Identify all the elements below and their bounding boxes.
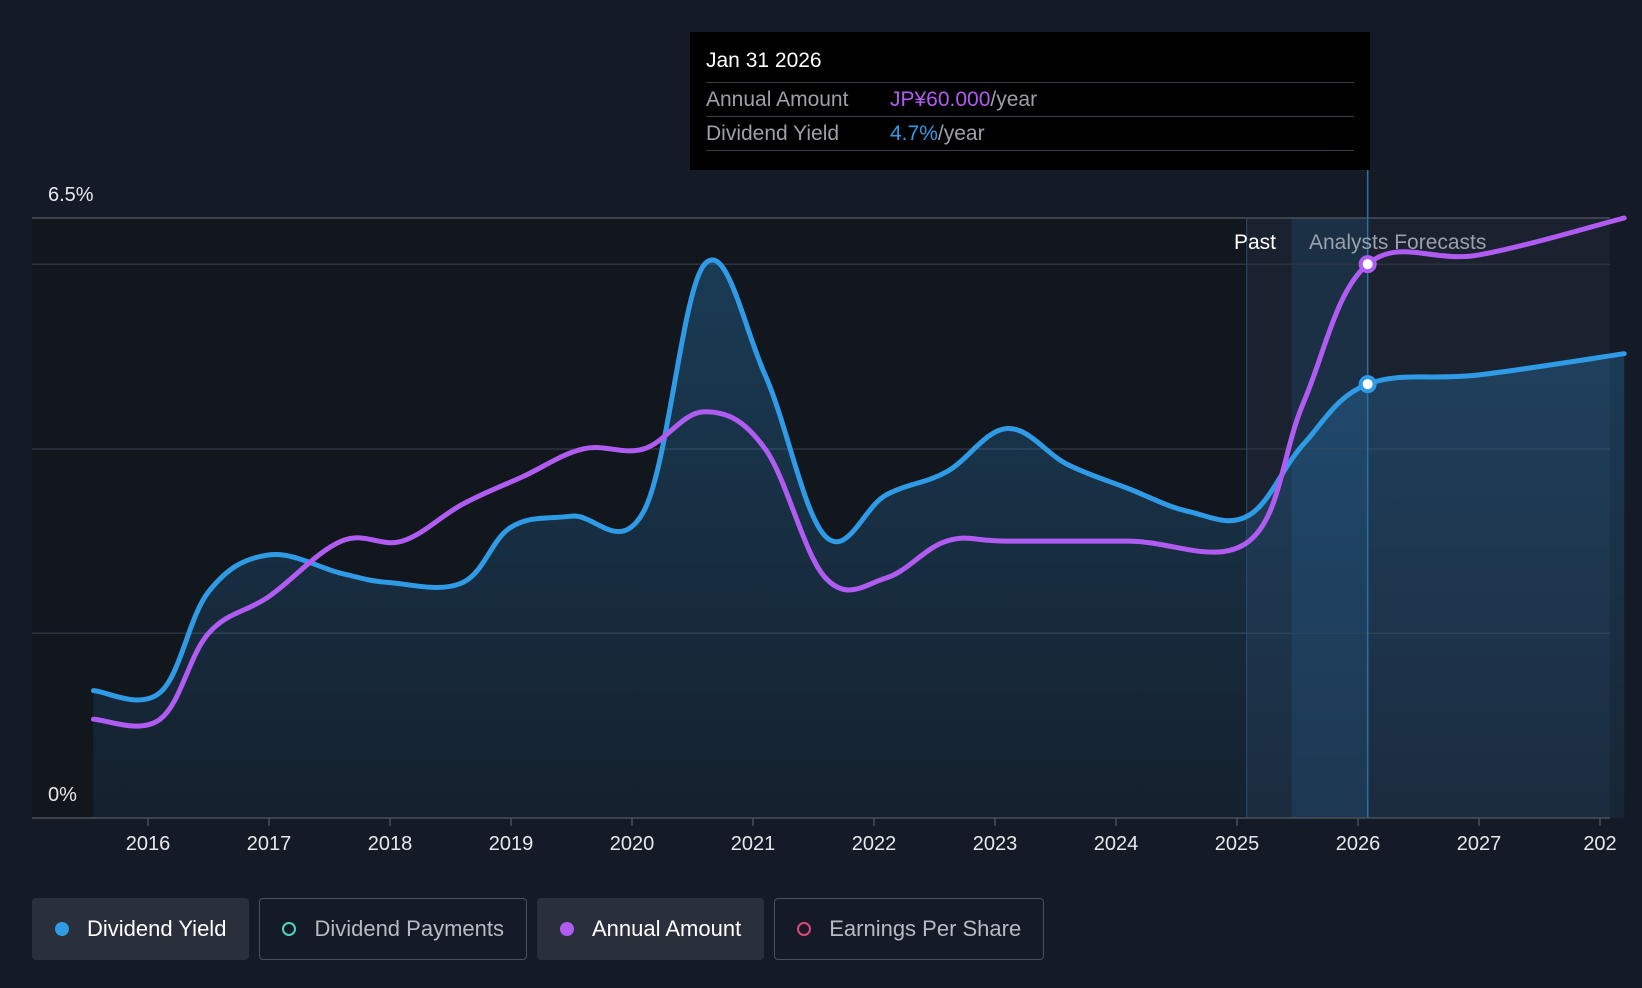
- x-tick-label: 202: [1583, 833, 1616, 855]
- legend-label: Earnings Per Share: [829, 916, 1022, 941]
- dividend-yield-line: [91, 257, 1627, 703]
- y-axis-max-label: 6.5%: [48, 184, 94, 206]
- tooltip-annual-amount-unit: /year: [990, 88, 1038, 111]
- legend-dividend-payments[interactable]: Dividend Payments: [259, 898, 527, 960]
- legend-earnings-per-share[interactable]: Earnings Per Share: [774, 898, 1045, 960]
- legend-label: Dividend Yield: [87, 916, 227, 941]
- y-axis-min-label: 0%: [48, 784, 77, 806]
- dividend-yield-marker: [1358, 375, 1377, 394]
- x-tick-label: 2018: [368, 833, 413, 855]
- legend-dot-icon: [797, 922, 812, 936]
- legend-dot-icon: [559, 922, 574, 936]
- x-tick-label: 2025: [1215, 833, 1260, 855]
- legend: Dividend Yield Dividend Payments Annual …: [32, 898, 1045, 960]
- tooltip-annual-amount-row: Annual Amount JP¥60.000 /year: [706, 83, 1354, 117]
- tooltip-dividend-yield-row: Dividend Yield 4.7% /year: [706, 117, 1354, 151]
- x-tick-label: 2016: [126, 833, 171, 855]
- legend-annual-amount[interactable]: Annual Amount: [536, 898, 765, 960]
- dividend-yield-area: [93, 259, 1625, 819]
- x-tick-label: 2023: [973, 833, 1018, 855]
- x-tick-label: 2019: [489, 833, 534, 855]
- past-label: Past: [1234, 231, 1276, 254]
- x-tick-label: 2020: [610, 833, 655, 855]
- legend-label: Annual Amount: [591, 916, 742, 941]
- annual-amount-line: [91, 215, 1627, 729]
- tooltip-dividend-yield-value: 4.7%: [890, 122, 938, 145]
- tooltip: Jan 31 2026 Annual Amount JP¥60.000 /yea…: [690, 32, 1370, 170]
- legend-dot-icon: [55, 922, 69, 936]
- x-tick-label: 2021: [731, 833, 776, 855]
- tooltip-annual-amount-label: Annual Amount: [706, 88, 849, 111]
- tooltip-dividend-yield-label: Dividend Yield: [706, 122, 840, 145]
- tooltip-date: Jan 31 2026: [706, 46, 1354, 83]
- x-tick-label: 2026: [1336, 833, 1381, 855]
- tooltip-dividend-yield-unit: /year: [937, 122, 985, 145]
- tooltip-annual-amount-value: JP¥60.000: [890, 88, 991, 111]
- x-tick-label: 2022: [852, 833, 897, 855]
- x-tick-label: 2027: [1457, 833, 1502, 855]
- x-tick-label: 2024: [1094, 833, 1139, 855]
- legend-dot-icon: [282, 922, 297, 936]
- legend-label: Dividend Payments: [314, 916, 504, 941]
- x-tick-label: 2017: [247, 833, 292, 855]
- legend-dividend-yield[interactable]: Dividend Yield: [32, 898, 250, 960]
- annual-amount-marker: [1358, 255, 1377, 274]
- forecast-label: Analysts Forecasts: [1309, 231, 1486, 254]
